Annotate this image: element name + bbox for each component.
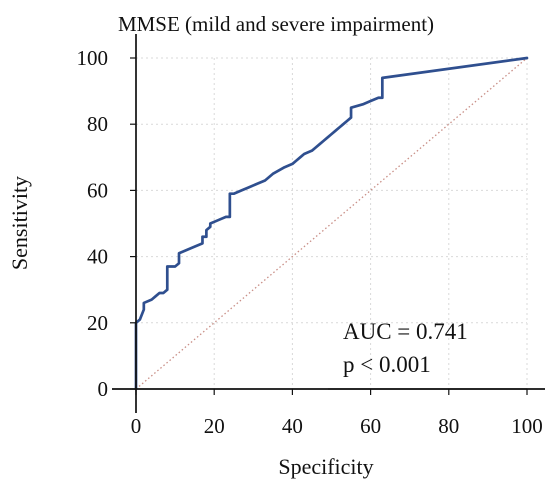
y-tick-label: 0	[98, 377, 109, 401]
y-tick-label: 60	[87, 178, 108, 202]
y-axis-title: Sensitivity	[7, 176, 32, 270]
x-tick-label: 80	[438, 414, 459, 438]
reference-diagonal	[135, 57, 528, 390]
curve-layer	[134, 56, 529, 391]
x-tick-label: 0	[131, 414, 142, 438]
p-value-annotation: p < 0.001	[343, 352, 431, 377]
axis-layer	[112, 34, 545, 413]
tick-layer: 0 20 40 60 80 100 0 20 40 60 80 100	[77, 46, 543, 438]
y-tick-label: 100	[77, 46, 109, 70]
reference-layer	[135, 57, 528, 390]
x-tick-label: 40	[282, 414, 303, 438]
x-tick-label: 100	[511, 414, 543, 438]
text-layer: MMSE (mild and severe impairment) Specif…	[7, 12, 468, 479]
y-tick-label: 40	[87, 245, 108, 269]
roc-curve	[134, 56, 529, 391]
auc-annotation: AUC = 0.741	[343, 319, 468, 344]
x-tick-label: 20	[204, 414, 225, 438]
chart-title: MMSE (mild and severe impairment)	[118, 12, 434, 36]
x-axis-title: Specificity	[278, 454, 373, 479]
y-tick-label: 80	[87, 112, 108, 136]
y-tick-label: 20	[87, 311, 108, 335]
x-tick-label: 60	[360, 414, 381, 438]
